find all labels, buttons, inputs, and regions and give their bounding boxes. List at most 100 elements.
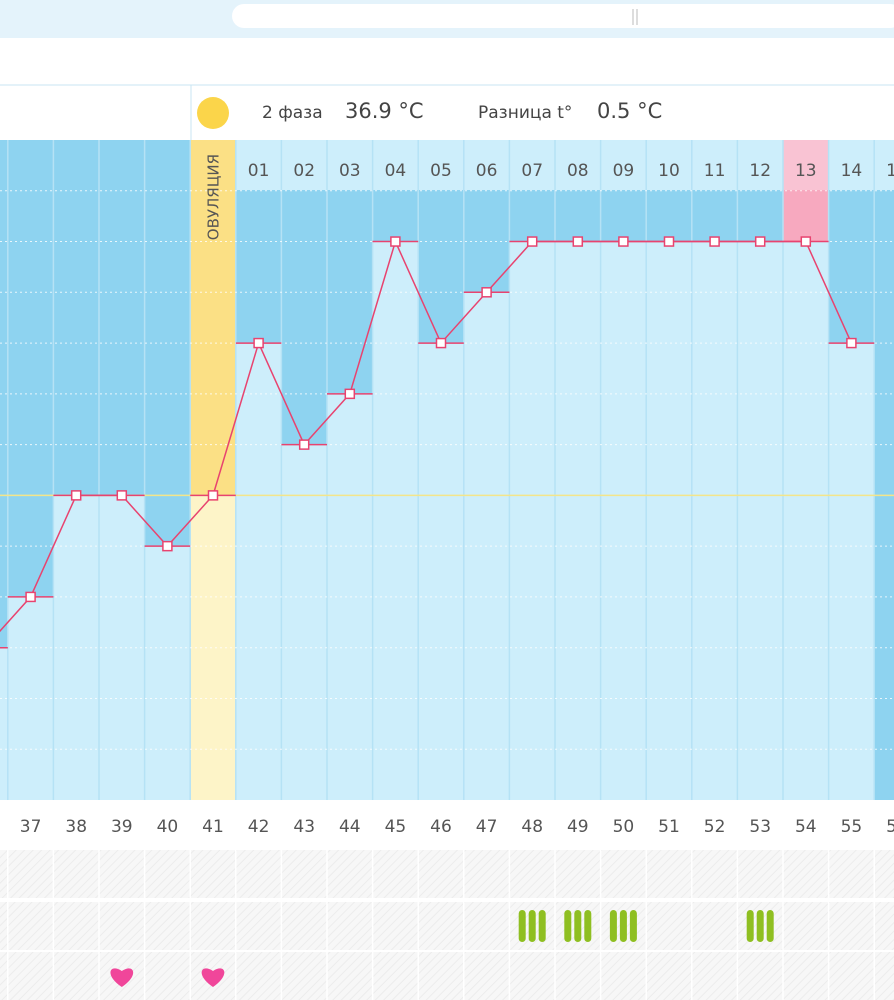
bar bbox=[418, 343, 464, 800]
x-tick-label: 56 bbox=[886, 817, 894, 837]
bar bbox=[555, 241, 601, 801]
point bbox=[162, 540, 173, 552]
heart-icon bbox=[201, 968, 225, 987]
cycle-cell bbox=[463, 140, 510, 190]
mucus-icon bbox=[756, 910, 764, 942]
bar bbox=[372, 241, 419, 801]
cycle-day-label: 08 bbox=[567, 161, 589, 181]
mucus-icon bbox=[609, 910, 617, 942]
x-tick-label: 44 bbox=[339, 817, 361, 837]
point bbox=[207, 490, 219, 501]
x-tick-label: 49 bbox=[567, 817, 589, 837]
cycle-day-label: 15 bbox=[886, 161, 894, 181]
x-tick-label: 48 bbox=[521, 817, 543, 837]
cycle-cell bbox=[691, 140, 738, 190]
x-tick-label: 52 bbox=[704, 817, 726, 837]
search-field[interactable] bbox=[232, 4, 894, 28]
point bbox=[663, 236, 675, 247]
column-top bbox=[555, 190, 601, 242]
column-top bbox=[190, 140, 236, 496]
mucus-icon bbox=[584, 910, 592, 942]
bar bbox=[190, 495, 236, 800]
point bbox=[70, 490, 82, 501]
cycle-cell bbox=[372, 140, 419, 190]
diff-value: 0.5 °C bbox=[597, 99, 662, 123]
column-top bbox=[372, 190, 419, 242]
column-top bbox=[509, 190, 555, 242]
sun-icon bbox=[197, 97, 229, 129]
point bbox=[390, 236, 401, 247]
point bbox=[526, 236, 538, 247]
cycle-cell bbox=[874, 140, 894, 190]
info-row bbox=[0, 902, 894, 950]
bar bbox=[646, 241, 692, 801]
cycle-day-label: 03 bbox=[339, 161, 361, 181]
column-top bbox=[53, 140, 99, 496]
phase-label: 2 фаза bbox=[262, 103, 323, 123]
bar bbox=[737, 241, 783, 801]
cycle-day-label: 04 bbox=[385, 161, 407, 181]
column-top bbox=[646, 190, 692, 242]
x-tick-label: 47 bbox=[476, 817, 498, 837]
cycle-cell bbox=[646, 140, 692, 190]
cycle-cell bbox=[600, 140, 647, 190]
x-tick-label: 42 bbox=[248, 817, 270, 837]
point bbox=[344, 388, 356, 400]
column-top bbox=[7, 140, 54, 597]
cycle-day-label: 01 bbox=[248, 161, 270, 181]
mucus-icon bbox=[528, 910, 536, 942]
x-tick-label: 38 bbox=[65, 817, 87, 837]
column-top bbox=[281, 190, 327, 445]
column-top bbox=[691, 190, 738, 242]
cycle-day-label: 07 bbox=[521, 161, 543, 181]
point bbox=[800, 236, 812, 247]
mucus-icon bbox=[564, 910, 572, 942]
column-top bbox=[418, 190, 464, 344]
cycle-cell bbox=[783, 140, 829, 190]
cycle-cell bbox=[281, 140, 327, 190]
ovulation-label: ОВУЛЯЦИЯ bbox=[205, 154, 223, 240]
mucus-icon bbox=[538, 910, 546, 942]
column-top bbox=[600, 190, 647, 242]
column-top bbox=[0, 140, 8, 648]
info-row bbox=[0, 952, 894, 1000]
point bbox=[25, 591, 36, 603]
cycle-day-label: 06 bbox=[476, 161, 498, 181]
cycle-day-label: 02 bbox=[293, 161, 315, 181]
point bbox=[435, 337, 447, 349]
x-tick-label: 51 bbox=[658, 817, 680, 837]
bar bbox=[281, 444, 327, 800]
bar bbox=[828, 343, 875, 800]
bar bbox=[0, 647, 8, 800]
point bbox=[572, 236, 584, 247]
column-top bbox=[828, 190, 875, 344]
cycle-cell bbox=[418, 140, 464, 190]
x-tick-label: 43 bbox=[293, 817, 315, 837]
cycle-day-label: 10 bbox=[658, 161, 680, 181]
cycle-cell bbox=[737, 140, 783, 190]
cycle-day-label: 09 bbox=[613, 161, 635, 181]
mucus-icon bbox=[619, 910, 627, 942]
x-tick-label: 50 bbox=[613, 817, 635, 837]
mucus-icon bbox=[766, 910, 774, 942]
x-tick-label: 41 bbox=[202, 817, 224, 837]
column-top bbox=[783, 190, 829, 242]
point bbox=[253, 337, 264, 349]
x-tick-label: 53 bbox=[749, 817, 771, 837]
bar bbox=[235, 343, 282, 800]
bar bbox=[509, 241, 555, 801]
cycle-cell bbox=[555, 140, 601, 190]
x-tick-label: 46 bbox=[430, 817, 452, 837]
phase-temp: 36.9 °C bbox=[345, 99, 424, 123]
point bbox=[709, 236, 720, 247]
bar bbox=[600, 241, 647, 801]
mucus-icon bbox=[746, 910, 754, 942]
cycle-day-label: 14 bbox=[841, 161, 863, 181]
point bbox=[481, 287, 492, 298]
column-top bbox=[737, 190, 783, 242]
bar bbox=[691, 241, 738, 801]
diff-label: Разница t° bbox=[478, 103, 572, 123]
column-top bbox=[99, 140, 145, 496]
